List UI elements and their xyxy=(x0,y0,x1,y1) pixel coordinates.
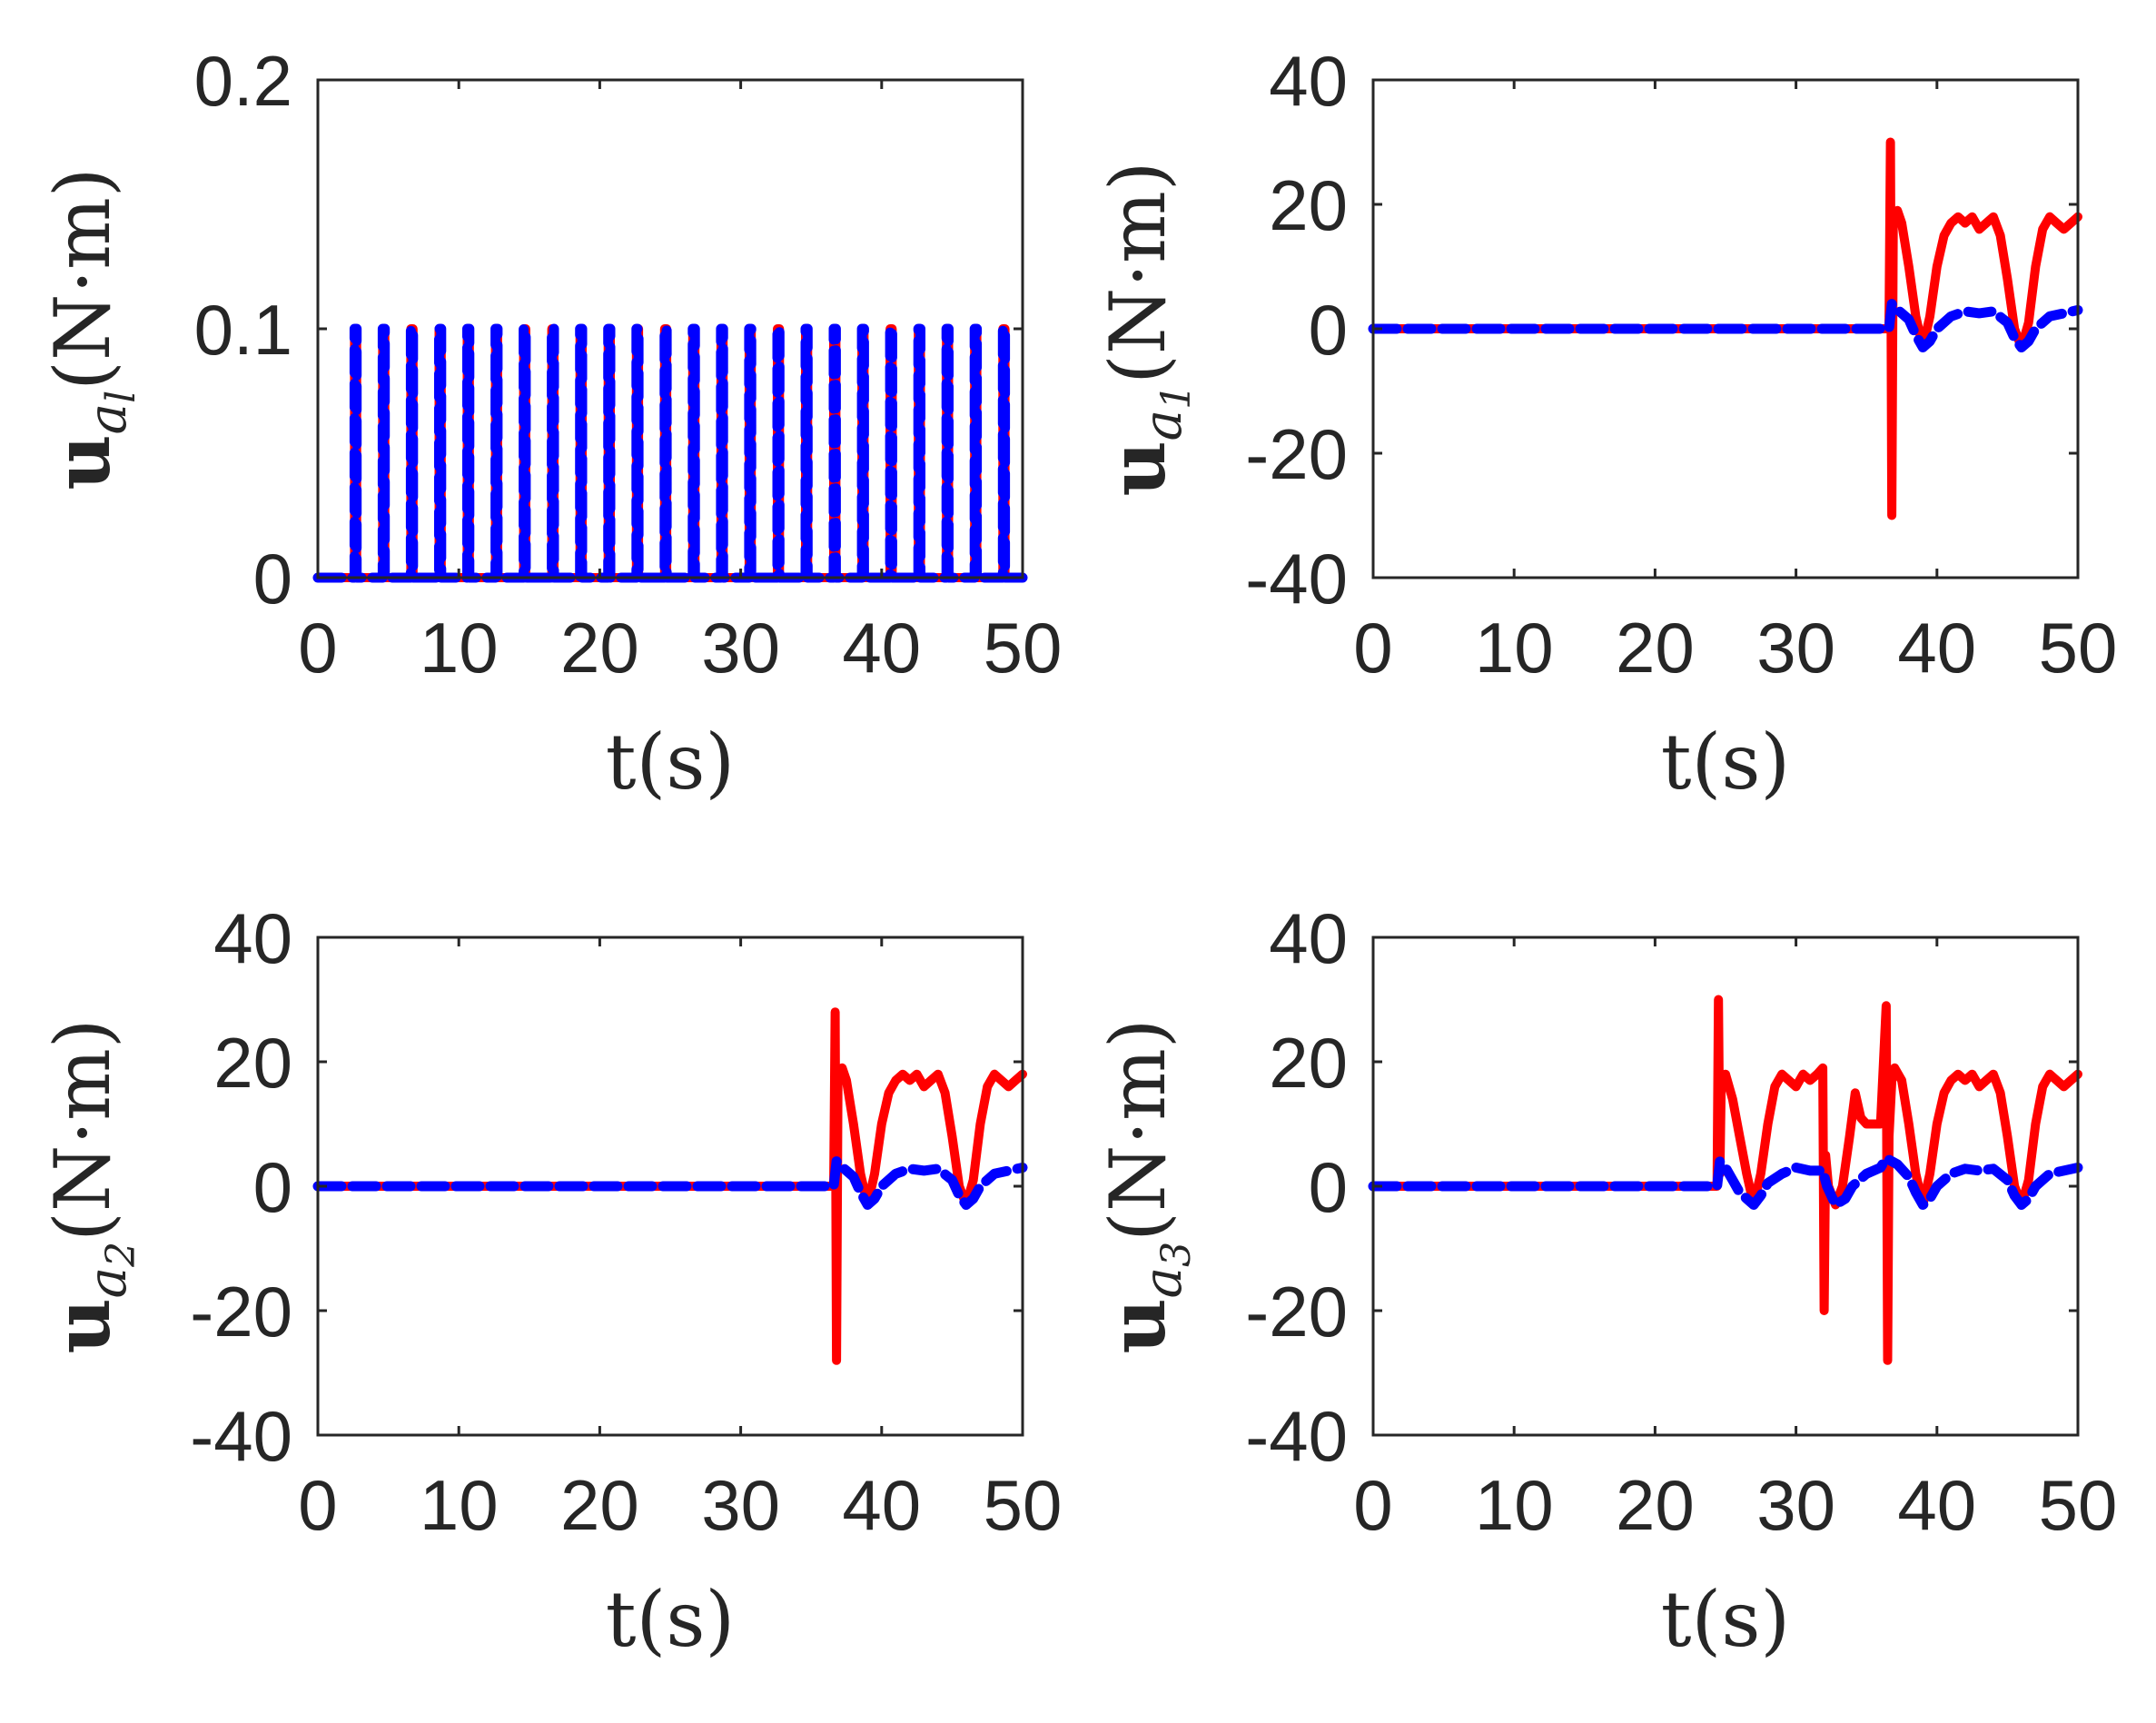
x-tick-label: 40 xyxy=(1897,608,1976,688)
y-tick-label: 20 xyxy=(1269,1023,1348,1103)
x-tick-label: 50 xyxy=(2039,1465,2118,1545)
series-solid-line xyxy=(1369,995,2082,1365)
x-tick-label: 20 xyxy=(560,1465,639,1545)
y-label-symbol: u xyxy=(37,435,127,490)
y-tick-label: 0.2 xyxy=(194,41,292,121)
series-dashed-line xyxy=(1368,1153,2083,1210)
y-axis-label: ual(N·m) xyxy=(37,167,144,490)
series-dashed-line xyxy=(312,1156,1028,1210)
x-tick-label: 0 xyxy=(1353,608,1392,688)
y-tick-label: -40 xyxy=(1245,539,1348,619)
x-axis-label: t(s) xyxy=(606,718,735,807)
y-tick-label: 0.1 xyxy=(194,290,292,370)
chart-panel-bottom-right: 0 10 20 30 40 50 -40 -20 0 20 40 t(s) ua3(N·m) xyxy=(1093,898,2117,1664)
y-label-subscript: a xyxy=(1132,1267,1193,1299)
y-label-symbol: u xyxy=(37,1298,127,1353)
y-label-unit: (N·m) xyxy=(1093,161,1182,383)
y-tick-label: 40 xyxy=(1269,41,1348,121)
series-group xyxy=(1368,137,2083,520)
x-tick-label: 20 xyxy=(1616,1465,1695,1545)
x-tick-label: 40 xyxy=(842,608,921,688)
y-tick-label: 20 xyxy=(1269,165,1348,245)
series-dashed-line xyxy=(1368,299,2083,352)
x-tick-label: 10 xyxy=(1475,608,1554,688)
y-axis-label: ua1(N·m) xyxy=(1093,161,1200,496)
x-tick-label: 50 xyxy=(984,608,1063,688)
x-tick-label: 0 xyxy=(1353,1465,1392,1545)
x-tick-label: 20 xyxy=(1616,608,1695,688)
x-tick-label: 0 xyxy=(298,1465,337,1545)
x-tick-label: 40 xyxy=(1897,1465,1976,1545)
y-tick-label: -20 xyxy=(1245,414,1348,494)
y-label-symbol: u xyxy=(1093,441,1182,496)
y-label-unit: (N·m) xyxy=(38,167,127,390)
y-label-subscript: a xyxy=(76,1267,138,1299)
x-tick-label: 10 xyxy=(420,1465,499,1545)
series-solid-line xyxy=(1369,137,2082,520)
x-axis-label: t(s) xyxy=(1661,718,1790,807)
y-label-subsubscript: 2 xyxy=(98,1242,144,1268)
y-tick-label: 20 xyxy=(213,1023,292,1103)
x-tick-label: 30 xyxy=(1756,608,1835,688)
y-tick-label: 40 xyxy=(213,898,292,978)
x-tick-label: 30 xyxy=(701,608,780,688)
y-tick-label: 0 xyxy=(1309,1147,1348,1227)
y-tick-label: -40 xyxy=(1245,1396,1348,1476)
chart-panel-top-right: 0 10 20 30 40 50 -40 -20 0 20 40 t(s) ua1(N·m) xyxy=(1093,41,2117,807)
x-tick-label: 10 xyxy=(420,608,499,688)
y-axis-label: ua2(N·m) xyxy=(37,1018,144,1353)
y-label-unit: (N·m) xyxy=(38,1018,127,1241)
x-tick-label: 40 xyxy=(842,1465,921,1545)
y-label-subsubscript: 3 xyxy=(1153,1242,1200,1267)
y-label-symbol: u xyxy=(1093,1298,1182,1353)
y-tick-label: 40 xyxy=(1269,898,1348,978)
y-axis-label: ua3(N·m) xyxy=(1093,1018,1200,1353)
y-label-subsubscript: l xyxy=(98,391,144,403)
y-label-unit: (N·m) xyxy=(1093,1018,1182,1241)
x-tick-label: 30 xyxy=(701,1465,780,1545)
x-axis-label: t(s) xyxy=(1661,1575,1790,1664)
x-tick-label: 50 xyxy=(2039,608,2118,688)
y-tick-label: -40 xyxy=(190,1396,292,1476)
series-solid-line xyxy=(313,1007,1027,1365)
x-tick-label: 0 xyxy=(298,608,337,688)
x-tick-label: 30 xyxy=(1756,1465,1835,1545)
y-label-subscript: a xyxy=(76,403,138,435)
y-label-subsubscript: 1 xyxy=(1153,384,1200,410)
y-tick-label: 0 xyxy=(253,1147,292,1227)
series-group xyxy=(312,1007,1028,1365)
x-axis-label: t(s) xyxy=(606,1575,735,1664)
chart-panel-top-left: 0 10 20 30 40 50 0 0.1 0.2 t(s) ual(N·m) xyxy=(37,41,1062,807)
y-tick-label: -20 xyxy=(1245,1272,1348,1352)
y-tick-label: -20 xyxy=(190,1272,292,1352)
chart-panel-bottom-left: 0 10 20 30 40 50 -40 -20 0 20 40 t(s) ua2(N·m) xyxy=(37,898,1062,1664)
x-tick-label: 50 xyxy=(984,1465,1063,1545)
x-tick-label: 20 xyxy=(560,608,639,688)
x-tick-label: 10 xyxy=(1475,1465,1554,1545)
y-tick-label: 0 xyxy=(1309,290,1348,370)
y-label-subscript: a xyxy=(1132,410,1193,441)
y-tick-label: 0 xyxy=(253,539,292,619)
series-group xyxy=(1368,995,2083,1365)
